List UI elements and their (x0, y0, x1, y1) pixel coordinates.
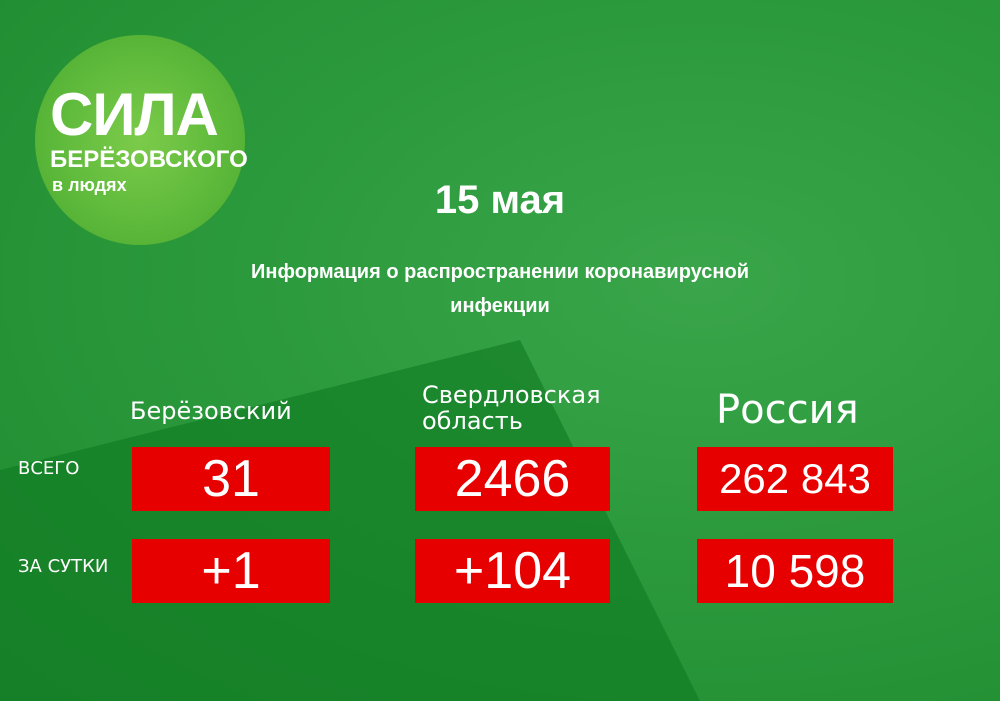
logo-subtitle: БЕРЁЗОВСКОГО (50, 146, 248, 173)
row-label: ЗА СУТКИ (18, 556, 109, 577)
value-cell: 31 (132, 447, 330, 511)
column-header: Берёзовский (130, 397, 292, 425)
column-header: Россия (716, 387, 859, 433)
subtitle: Информация о распространении коронавирус… (251, 261, 749, 317)
date: 15 мая (434, 178, 566, 222)
value-cell: +1 (132, 539, 330, 603)
value-cell: 262 843 (697, 447, 893, 511)
value-cell: 10 598 (697, 539, 893, 603)
logo-tagline: в людях (52, 175, 127, 195)
logo-circle (35, 35, 245, 245)
column-header: Свердловская область (422, 381, 601, 435)
logo-title: СИЛА (50, 81, 219, 148)
value-cell: 2466 (415, 447, 610, 511)
row-label: ВСЕГО (18, 458, 80, 479)
value-cell: +104 (415, 539, 610, 603)
